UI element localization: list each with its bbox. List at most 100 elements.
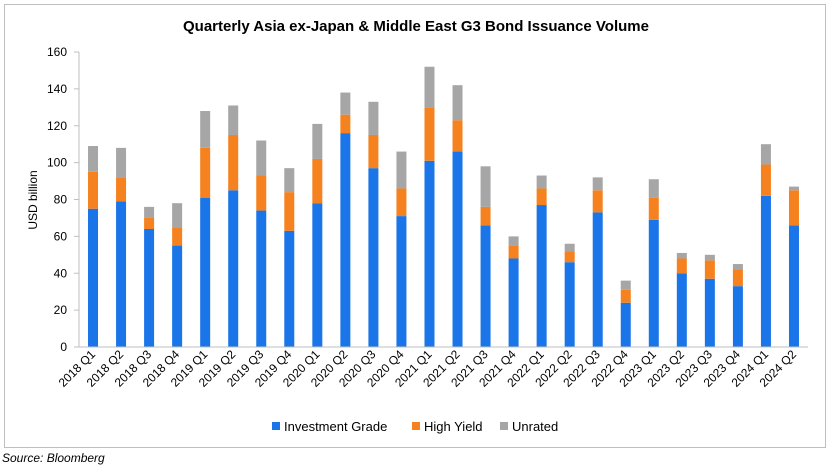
y-axis-label: USD billion	[26, 170, 40, 229]
bar-investment-grade	[284, 230, 295, 347]
chart-frame	[4, 4, 826, 448]
source-note: Source: Bloomberg	[2, 451, 105, 465]
bar-unrated	[732, 264, 743, 270]
bar-unrated	[536, 175, 547, 189]
bar-unrated	[340, 92, 351, 115]
y-tick-label: 60	[54, 229, 68, 243]
legend-swatch	[500, 422, 508, 430]
bar-investment-grade	[788, 225, 799, 347]
bar-unrated	[592, 177, 603, 191]
bar-investment-grade	[508, 258, 519, 347]
bar-high-yield	[424, 107, 435, 161]
bar-unrated	[228, 105, 239, 135]
bar-high-yield	[788, 190, 799, 226]
bar-high-yield	[340, 114, 351, 134]
bar-investment-grade	[368, 168, 379, 347]
bar-high-yield	[116, 177, 127, 202]
bar-unrated	[452, 85, 463, 121]
bar-unrated	[256, 140, 267, 176]
bar-high-yield	[676, 258, 687, 274]
bar-high-yield	[256, 175, 267, 211]
bar-high-yield	[312, 158, 323, 204]
bar-high-yield	[648, 197, 659, 220]
bar-high-yield	[704, 260, 715, 279]
bar-high-yield	[480, 206, 491, 226]
bar-unrated	[564, 243, 575, 252]
bar-high-yield	[760, 164, 771, 196]
bar-high-yield	[452, 120, 463, 152]
y-tick-label: 40	[54, 266, 68, 280]
bar-investment-grade	[676, 273, 687, 347]
bar-unrated	[396, 151, 407, 189]
bar-high-yield	[620, 289, 631, 303]
bar-unrated	[284, 168, 295, 193]
bar-unrated	[620, 280, 631, 290]
bar-high-yield	[536, 188, 547, 206]
bar-investment-grade	[144, 229, 155, 347]
bar-high-yield	[592, 190, 603, 213]
bar-unrated	[116, 147, 127, 178]
bar-unrated	[368, 101, 379, 135]
bar-high-yield	[732, 269, 743, 287]
legend-label: Investment Grade	[284, 419, 387, 434]
bar-unrated	[200, 111, 211, 148]
bar-high-yield	[564, 251, 575, 263]
y-tick-label: 80	[54, 193, 68, 207]
bar-investment-grade	[200, 197, 211, 347]
bar-high-yield	[88, 171, 99, 209]
y-tick-label: 0	[60, 340, 67, 354]
bar-investment-grade	[424, 160, 435, 347]
y-tick-label: 20	[54, 303, 68, 317]
legend: Investment Grade High Yield Unrated	[272, 419, 558, 434]
bar-high-yield	[144, 217, 155, 229]
bar-investment-grade	[536, 205, 547, 347]
bar-high-yield	[200, 147, 211, 198]
bar-unrated	[676, 252, 687, 259]
bar-investment-grade	[564, 262, 575, 347]
bar-unrated	[648, 179, 659, 198]
bar-investment-grade	[228, 190, 239, 347]
y-tick-label: 160	[47, 45, 67, 59]
bar-unrated	[144, 206, 155, 218]
bar-investment-grade	[312, 203, 323, 347]
bar-unrated	[704, 254, 715, 261]
bar-investment-grade	[480, 225, 491, 347]
bar-investment-grade	[732, 286, 743, 347]
bar-unrated	[88, 146, 99, 172]
bar-investment-grade	[704, 278, 715, 347]
bar-high-yield	[228, 134, 239, 191]
y-tick-label: 120	[47, 119, 67, 133]
legend-swatch	[412, 422, 420, 430]
bar-investment-grade	[760, 195, 771, 347]
bar-unrated	[424, 66, 435, 108]
bar-investment-grade	[648, 219, 659, 347]
bar-investment-grade	[88, 208, 99, 347]
chart-title: Quarterly Asia ex-Japan & Middle East G3…	[183, 18, 649, 35]
bar-high-yield	[284, 192, 295, 231]
bar-investment-grade	[340, 133, 351, 347]
bar-unrated	[312, 123, 323, 159]
bar-unrated	[172, 203, 183, 228]
bar-investment-grade	[172, 245, 183, 347]
y-tick-label: 100	[47, 156, 67, 170]
legend-label: High Yield	[424, 419, 483, 434]
bar-unrated	[508, 236, 519, 246]
bar-high-yield	[508, 245, 519, 259]
bar-investment-grade	[116, 201, 127, 347]
bar-unrated	[760, 144, 771, 165]
bar-investment-grade	[592, 212, 603, 347]
legend-swatch	[272, 422, 280, 430]
bar-high-yield	[368, 134, 379, 169]
legend-label: Unrated	[512, 419, 558, 434]
bar-investment-grade	[396, 216, 407, 347]
bar-unrated	[480, 166, 491, 207]
bar-investment-grade	[452, 151, 463, 347]
bar-high-yield	[396, 188, 407, 217]
y-tick-label: 140	[47, 82, 67, 96]
bar-unrated	[788, 186, 799, 191]
bar-high-yield	[172, 227, 183, 246]
bar-investment-grade	[256, 210, 267, 347]
bar-investment-grade	[620, 302, 631, 347]
